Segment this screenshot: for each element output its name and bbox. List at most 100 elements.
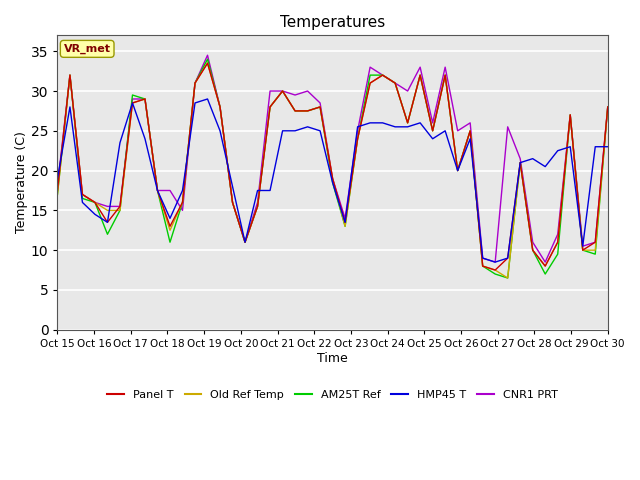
CNR1 PRT — [579, 243, 587, 249]
HMP45 T — [492, 259, 499, 265]
HMP45 T — [467, 136, 474, 142]
Panel T — [154, 188, 161, 193]
Old Ref Temp — [404, 120, 412, 126]
X-axis label: Time: Time — [317, 351, 348, 364]
Old Ref Temp — [366, 80, 374, 86]
Panel T — [204, 60, 211, 66]
Panel T — [253, 204, 261, 209]
HMP45 T — [191, 100, 199, 106]
Panel T — [91, 200, 99, 205]
Old Ref Temp — [304, 108, 312, 114]
HMP45 T — [454, 168, 461, 173]
HMP45 T — [91, 212, 99, 217]
Panel T — [266, 104, 274, 110]
CNR1 PRT — [166, 188, 174, 193]
AM25T Ref — [304, 108, 312, 114]
HMP45 T — [166, 216, 174, 221]
Panel T — [66, 72, 74, 78]
Old Ref Temp — [191, 80, 199, 86]
HMP45 T — [566, 144, 574, 150]
HMP45 T — [129, 100, 136, 106]
HMP45 T — [529, 156, 536, 162]
HMP45 T — [241, 240, 249, 245]
Panel T — [304, 108, 312, 114]
Old Ref Temp — [204, 60, 211, 66]
Old Ref Temp — [266, 104, 274, 110]
CNR1 PRT — [54, 184, 61, 190]
HMP45 T — [504, 255, 511, 261]
Line: HMP45 T: HMP45 T — [58, 99, 608, 262]
Panel T — [591, 240, 599, 245]
Panel T — [228, 200, 236, 205]
HMP45 T — [304, 124, 312, 130]
AM25T Ref — [554, 251, 561, 257]
AM25T Ref — [479, 263, 486, 269]
AM25T Ref — [379, 72, 387, 78]
Old Ref Temp — [179, 200, 186, 205]
Panel T — [416, 72, 424, 78]
Panel T — [341, 219, 349, 225]
Old Ref Temp — [279, 88, 287, 94]
CNR1 PRT — [416, 64, 424, 70]
CNR1 PRT — [228, 200, 236, 205]
Panel T — [429, 128, 436, 134]
AM25T Ref — [66, 72, 74, 78]
Panel T — [579, 247, 587, 253]
CNR1 PRT — [316, 100, 324, 106]
Panel T — [129, 100, 136, 106]
CNR1 PRT — [591, 240, 599, 245]
CNR1 PRT — [191, 80, 199, 86]
Panel T — [391, 80, 399, 86]
AM25T Ref — [316, 104, 324, 110]
Panel T — [54, 188, 61, 193]
Old Ref Temp — [91, 200, 99, 205]
AM25T Ref — [253, 204, 261, 209]
Old Ref Temp — [79, 192, 86, 197]
HMP45 T — [404, 124, 412, 130]
Panel T — [141, 96, 149, 102]
AM25T Ref — [591, 251, 599, 257]
CNR1 PRT — [541, 259, 549, 265]
Old Ref Temp — [391, 80, 399, 86]
CNR1 PRT — [329, 176, 337, 181]
CNR1 PRT — [554, 231, 561, 237]
Panel T — [467, 128, 474, 134]
HMP45 T — [141, 136, 149, 142]
Old Ref Temp — [591, 247, 599, 253]
Panel T — [116, 204, 124, 209]
CNR1 PRT — [91, 200, 99, 205]
CNR1 PRT — [341, 216, 349, 221]
Panel T — [366, 80, 374, 86]
HMP45 T — [416, 120, 424, 126]
Panel T — [604, 104, 612, 110]
Old Ref Temp — [54, 192, 61, 197]
CNR1 PRT — [604, 104, 612, 110]
CNR1 PRT — [467, 120, 474, 126]
Old Ref Temp — [529, 247, 536, 253]
CNR1 PRT — [391, 80, 399, 86]
Old Ref Temp — [291, 108, 299, 114]
Panel T — [529, 247, 536, 253]
CNR1 PRT — [479, 255, 486, 261]
Panel T — [316, 104, 324, 110]
AM25T Ref — [604, 104, 612, 110]
CNR1 PRT — [354, 128, 362, 134]
AM25T Ref — [467, 128, 474, 134]
AM25T Ref — [54, 192, 61, 197]
HMP45 T — [54, 176, 61, 181]
AM25T Ref — [516, 160, 524, 166]
CNR1 PRT — [116, 204, 124, 209]
AM25T Ref — [104, 231, 111, 237]
AM25T Ref — [454, 168, 461, 173]
CNR1 PRT — [104, 204, 111, 209]
Old Ref Temp — [479, 263, 486, 269]
HMP45 T — [204, 96, 211, 102]
Old Ref Temp — [416, 72, 424, 78]
AM25T Ref — [79, 195, 86, 201]
AM25T Ref — [442, 72, 449, 78]
HMP45 T — [579, 243, 587, 249]
CNR1 PRT — [442, 64, 449, 70]
AM25T Ref — [241, 240, 249, 245]
CNR1 PRT — [204, 52, 211, 58]
CNR1 PRT — [279, 88, 287, 94]
